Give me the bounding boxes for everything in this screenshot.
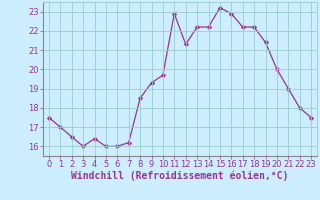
X-axis label: Windchill (Refroidissement éolien,°C): Windchill (Refroidissement éolien,°C) xyxy=(71,171,289,181)
